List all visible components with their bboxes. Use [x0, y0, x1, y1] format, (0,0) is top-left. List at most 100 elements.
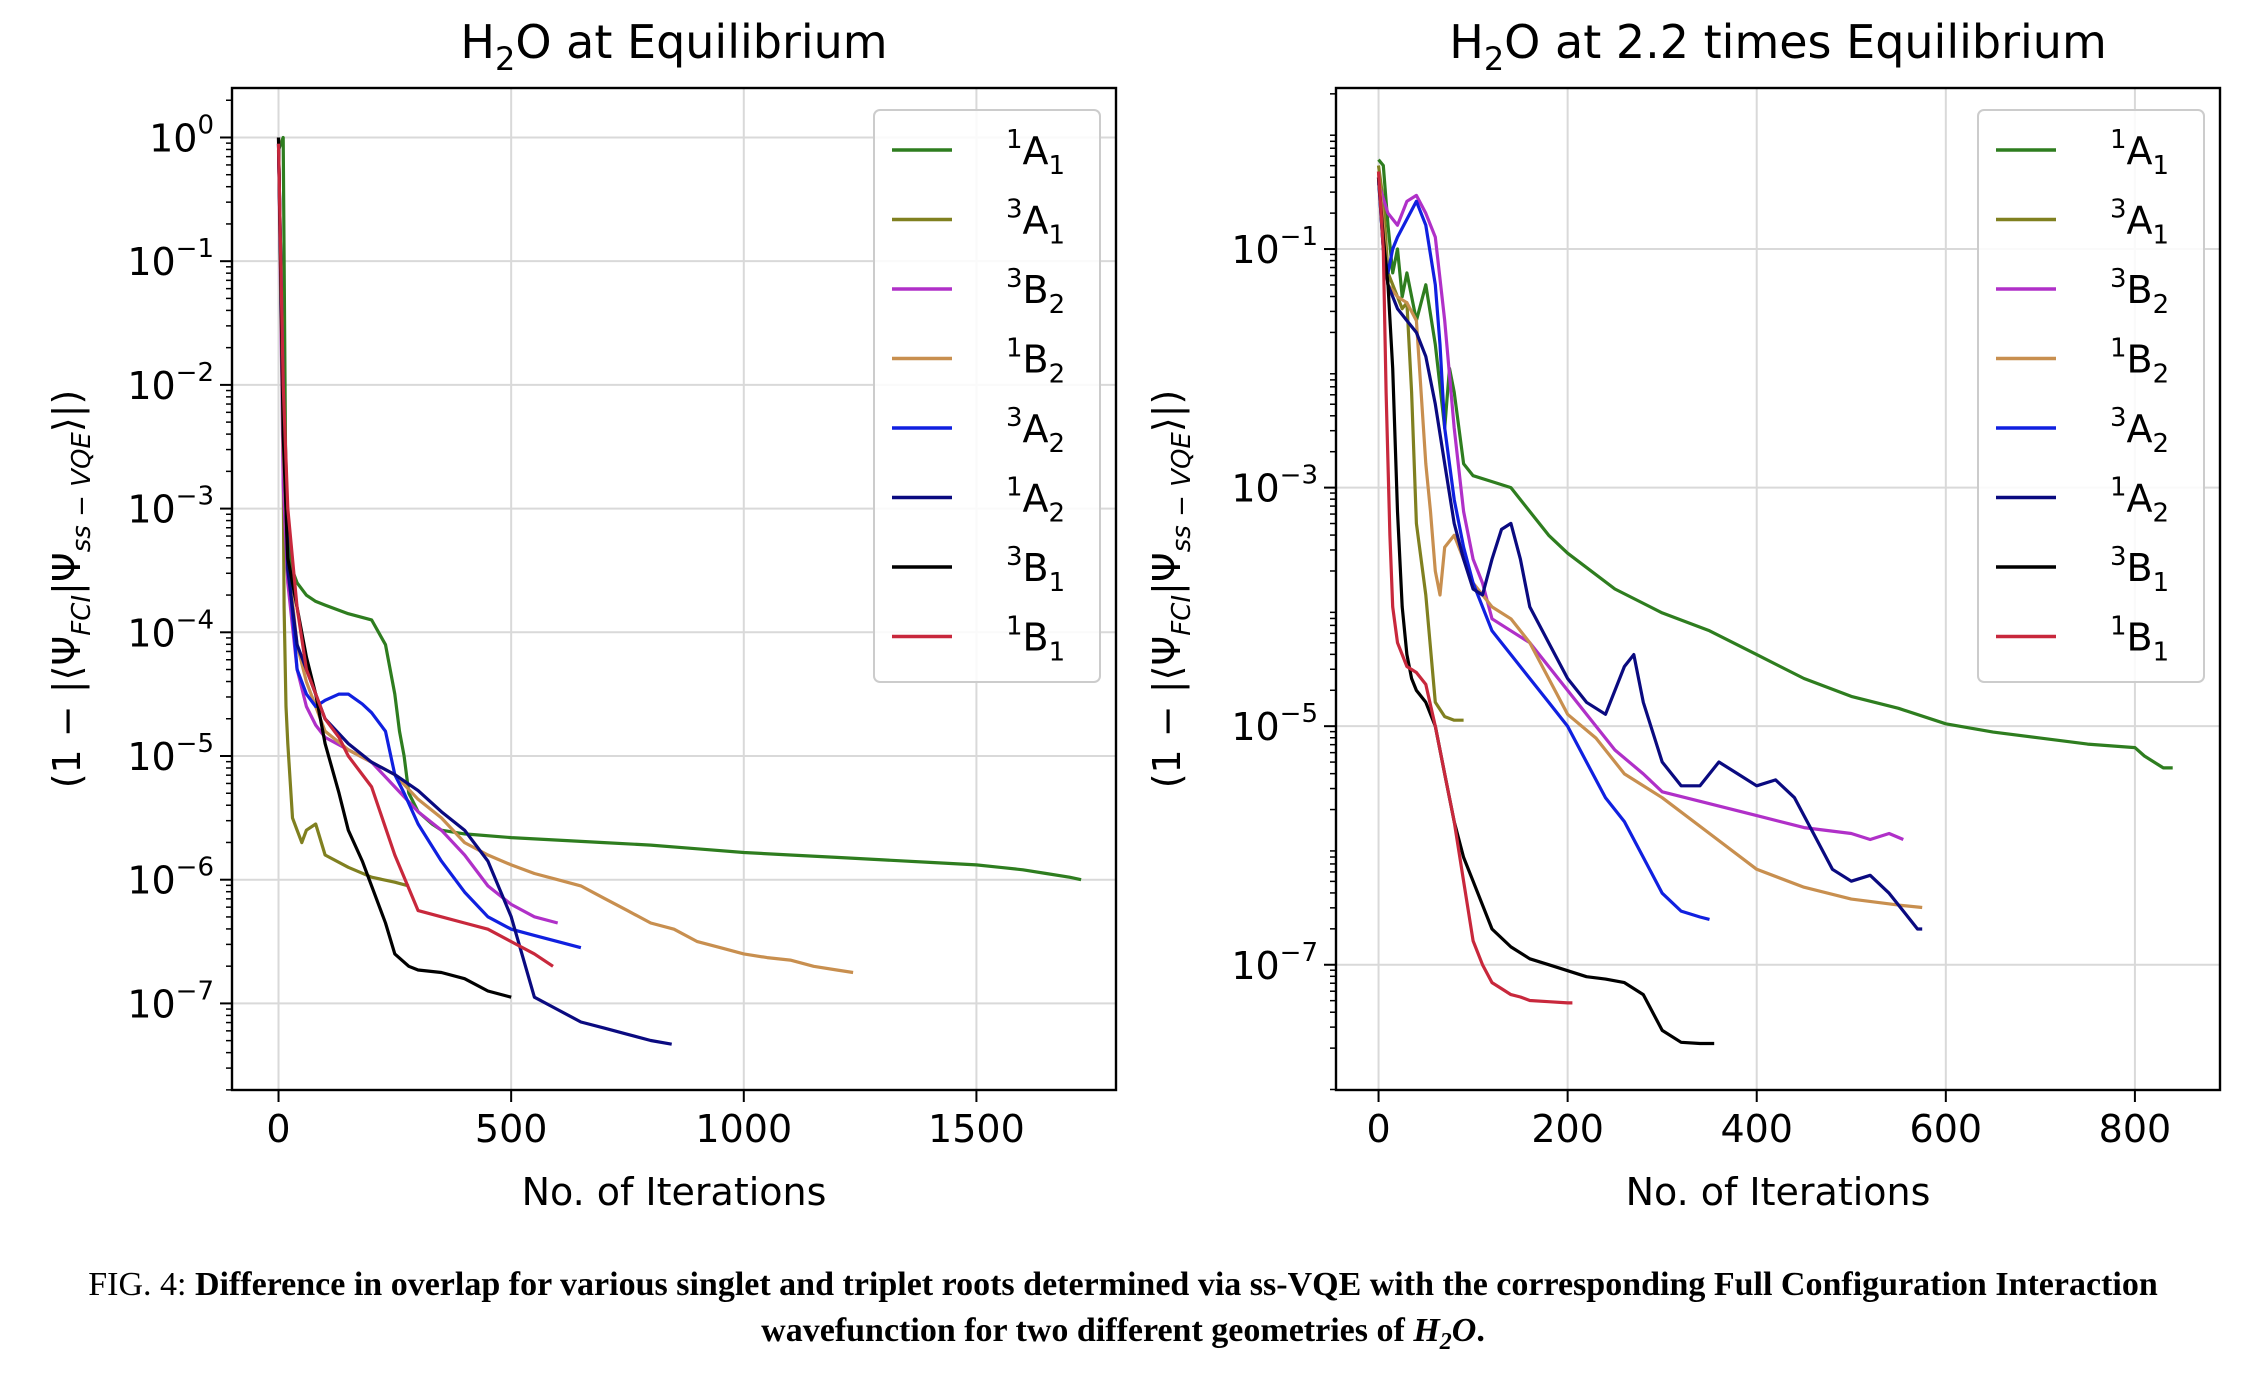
caption-molecule-rest: O — [1451, 1312, 1477, 1349]
y-tick-exponent: −5 — [176, 729, 214, 759]
legend-main: B — [2127, 616, 2153, 660]
legend-sup: 1 — [1006, 125, 1023, 155]
legend-sub: 1 — [1049, 221, 1066, 251]
title-part: O at 2.2 times Equilibrium — [1504, 15, 2107, 69]
legend-sub: 2 — [1049, 499, 1066, 529]
caption-molecule-main: H — [1413, 1312, 1440, 1349]
legend-sub: 2 — [2153, 290, 2170, 320]
y-tick-exponent: −3 — [176, 482, 214, 512]
legend-sub: 2 — [2153, 360, 2170, 390]
legend-sup: 1 — [2110, 125, 2127, 155]
y-tick-label: 10−4 — [127, 605, 214, 655]
y-tick-exponent: −1 — [1280, 222, 1318, 252]
y-tick-base: 10 — [1231, 228, 1279, 272]
y-label-part: ⟩|) — [45, 390, 90, 432]
legend-main: A — [2127, 477, 2153, 521]
y-tick-label: 10−5 — [1231, 699, 1318, 749]
legend-sup: 3 — [2110, 542, 2127, 572]
legend-sup: 1 — [1006, 473, 1023, 503]
series-group — [276, 135, 1082, 1046]
chart-panel-1: 0 500 1000 150010010−110−210−310−410−510−61… — [45, 15, 1118, 1214]
caption-molecule: H2O — [1413, 1312, 1477, 1355]
legend-sup: 1 — [2110, 612, 2127, 642]
y-label-subscript: ss − VQE — [1167, 432, 1197, 553]
y-label-part: ⟩|) — [1145, 390, 1190, 432]
legend-sub: 2 — [1049, 429, 1066, 459]
legend-sub: 1 — [1049, 638, 1066, 668]
legend-sub: 1 — [2153, 568, 2170, 598]
series-line-1A1 — [1377, 158, 2173, 770]
legend-entry: 3A2 — [1006, 403, 1065, 459]
y-label-part: |Ψ — [45, 552, 90, 595]
y-tick-exponent: −1 — [176, 234, 214, 264]
legend-entry: 3B2 — [1006, 264, 1065, 320]
y-label-part: (1 − |⟨Ψ — [1145, 636, 1190, 789]
y-tick-base: 10 — [127, 364, 175, 408]
y-tick-label: 10−1 — [127, 234, 214, 284]
x-tick-label: 200 — [1531, 1107, 1604, 1151]
x-tick-label: 800 — [2099, 1107, 2172, 1151]
x-tick-label: 0 — [1366, 1107, 1390, 1151]
caption-label: FIG. 4: — [88, 1266, 187, 1303]
series-line-1B1 — [1376, 171, 1573, 1005]
y-axis-label: (1 − |⟨ΨFCI|Ψss − VQE⟩|) — [1145, 390, 1197, 789]
series-line-3A2 — [1376, 177, 1710, 921]
legend-sub: 2 — [1049, 290, 1066, 320]
x-axis-label: No. of Iterations — [1626, 1170, 1931, 1214]
figure-caption: FIG. 4: Difference in overlap for variou… — [40, 1262, 2206, 1365]
y-tick-exponent: 0 — [197, 110, 214, 140]
caption-period: . — [1476, 1312, 1485, 1349]
legend-sub: 2 — [2153, 429, 2170, 459]
legend-entry: 1B2 — [2110, 334, 2169, 390]
legend-entry: 1A1 — [2110, 125, 2169, 181]
legend-sup: 3 — [2110, 264, 2127, 294]
y-label-part: |Ψ — [1145, 552, 1190, 595]
legend-entry: 3B1 — [1006, 542, 1065, 598]
legend-entry: 3A2 — [2110, 403, 2169, 459]
legend-entry: 1B1 — [1006, 612, 1065, 668]
figure: 0 500 1000 150010010−110−210−310−410−510−61… — [45, 15, 2222, 1214]
y-label-subscript: FCI — [1167, 595, 1197, 636]
x-tick-label: 1500 — [928, 1107, 1025, 1151]
legend-sub: 1 — [1049, 151, 1066, 181]
legend-main: A — [1023, 199, 1049, 243]
y-tick-label: 100 — [149, 110, 214, 160]
series-line-3A2 — [276, 143, 582, 950]
legend-entry: 1A2 — [2110, 473, 2169, 529]
y-tick-exponent: −7 — [176, 976, 214, 1006]
legend-sup: 1 — [2110, 334, 2127, 364]
legend-main: A — [2127, 129, 2153, 173]
y-axis-label: (1 − |⟨ΨFCI|Ψss − VQE⟩|) — [45, 390, 97, 789]
y-tick-exponent: −3 — [1280, 461, 1318, 491]
axes-frame — [230, 86, 1118, 1092]
legend-sup: 3 — [1006, 264, 1023, 294]
title-part: O at Equilibrium — [515, 15, 887, 69]
series-line-1A2 — [1376, 177, 1923, 931]
series-line-1B2 — [276, 137, 854, 975]
y-tick-label: 10−6 — [127, 853, 214, 903]
legend-sup: 3 — [1006, 195, 1023, 225]
legend-sub: 2 — [2153, 499, 2170, 529]
y-tick-exponent: −4 — [176, 605, 214, 635]
x-tick-label: 1000 — [695, 1107, 792, 1151]
y-tick-base: 10 — [127, 859, 175, 903]
legend-box — [873, 109, 1101, 683]
y-tick-exponent: −6 — [176, 853, 214, 883]
legend-main: A — [1023, 477, 1049, 521]
legend-sup: 3 — [2110, 403, 2127, 433]
y-tick-base: 10 — [127, 240, 175, 284]
legend-main: A — [1023, 129, 1049, 173]
x-tick-label: 500 — [475, 1107, 548, 1151]
x-axis-label: No. of Iterations — [522, 1170, 827, 1214]
series-line-3B2 — [1376, 182, 1904, 842]
legend-sup: 1 — [1006, 334, 1023, 364]
axes-frame — [1334, 86, 2222, 1092]
legend-sup: 3 — [1006, 403, 1023, 433]
legend-sup: 3 — [1006, 542, 1023, 572]
y-tick-label: 10−5 — [127, 729, 214, 779]
y-tick-base: 10 — [127, 982, 175, 1026]
caption-molecule-sub: 2 — [1439, 1328, 1452, 1355]
